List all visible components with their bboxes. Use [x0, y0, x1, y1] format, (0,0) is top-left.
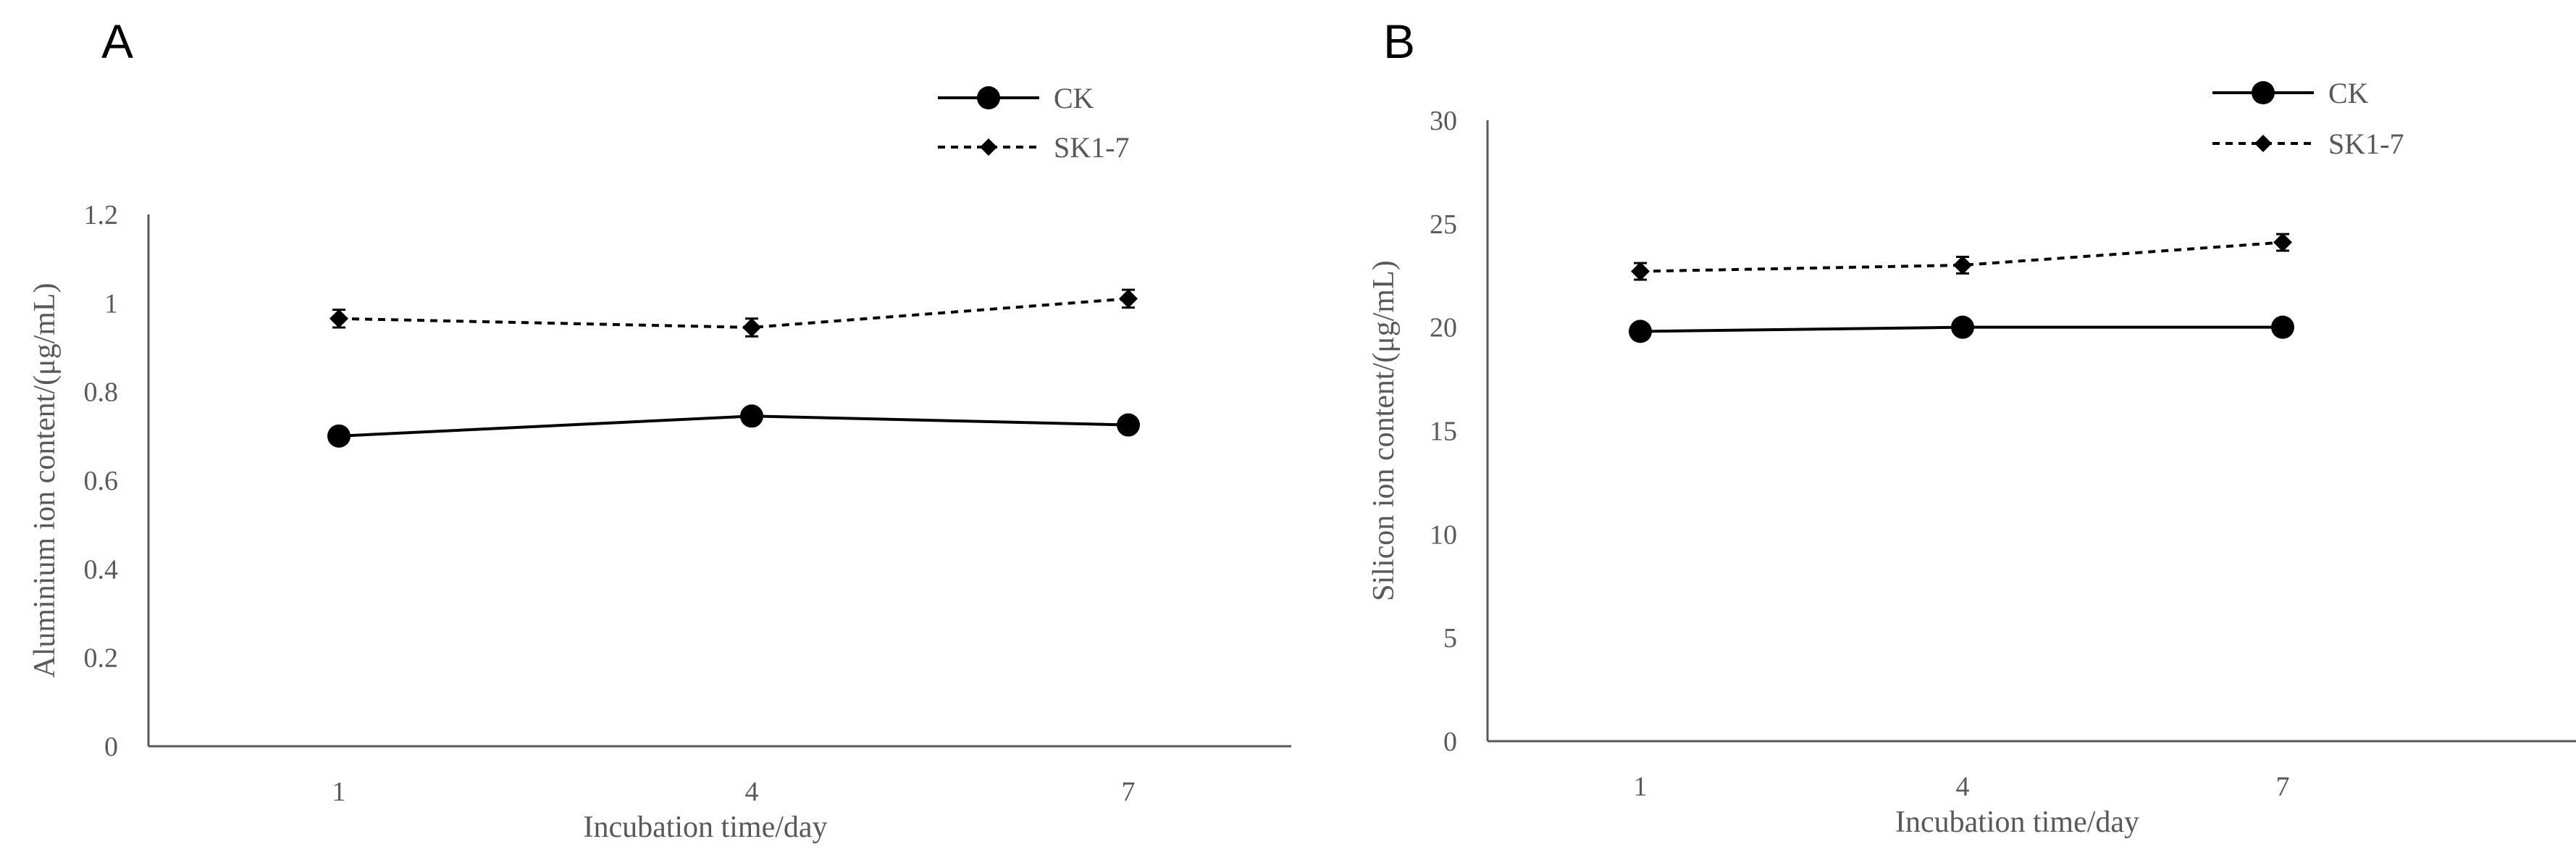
series-ck	[1629, 315, 2294, 343]
data-point	[2273, 233, 2292, 252]
y-tick-label: 0.4	[84, 554, 119, 585]
y-tick-label: 1.2	[84, 200, 119, 230]
data-point	[330, 309, 348, 328]
x-tick-label: 1	[1634, 772, 1648, 802]
data-point	[1631, 262, 1650, 281]
legend-entry-sk1-7: SK1-7	[938, 131, 1129, 164]
chart-panel-a: A 0 0.2 0.4 0.6 0.8 1 1.2 1 4 7 Incubation time/day…	[28, 14, 1291, 844]
x-tick-label: 7	[1122, 777, 1136, 807]
legend-label: CK	[1054, 82, 1094, 114]
y-axis-title: Silicon ion content/(μg/mL)	[1367, 260, 1401, 601]
y-tick-label: 25	[1430, 209, 1457, 240]
series-sk1-7	[1631, 233, 2292, 281]
y-tick-label: 0.6	[84, 466, 119, 496]
series-line	[338, 414, 1129, 438]
data-point	[2271, 315, 2294, 339]
y-tick-label: 30	[1430, 106, 1457, 136]
legend-marker	[2252, 81, 2275, 104]
y-tick-label: 15	[1430, 417, 1457, 447]
series-line	[1640, 241, 2283, 273]
data-point	[1119, 289, 1138, 309]
data-point	[1951, 315, 1974, 339]
legend-label: SK1-7	[2328, 128, 2404, 160]
x-tick-label: 1	[332, 777, 346, 807]
y-tick-label: 20	[1430, 313, 1457, 343]
panel-label: B	[1383, 14, 1415, 68]
legend-label: CK	[2328, 77, 2369, 109]
y-tick-label: 10	[1430, 519, 1457, 550]
y-tick-label: 1	[104, 288, 118, 319]
data-point	[327, 424, 351, 448]
legend-entry-ck: CK	[2212, 77, 2369, 109]
x-axis-title: Incubation time/day	[583, 811, 827, 844]
legend-label: SK1-7	[1054, 131, 1129, 164]
y-tick-label: 0.8	[84, 377, 119, 408]
chart-panel-b: B 0 5 10 15 20 25 30 1 4 7 Incubation time/day Silic…	[1367, 14, 2576, 839]
x-axis-title: Incubation time/day	[1895, 806, 2139, 839]
y-tick-label: 0.2	[84, 643, 119, 674]
series-line	[338, 297, 1129, 329]
y-tick-label: 0	[104, 732, 118, 762]
x-tick-label: 7	[2276, 772, 2290, 802]
y-tick-label: 5	[1443, 623, 1457, 654]
legend-marker	[977, 86, 1000, 109]
legend-entry-sk1-7: SK1-7	[2212, 128, 2404, 160]
x-tick-label: 4	[745, 777, 759, 807]
data-point	[1953, 255, 1972, 275]
data-point	[740, 404, 763, 428]
legend-marker	[2254, 135, 2272, 152]
data-point	[1117, 413, 1140, 437]
legend-entry-ck: CK	[938, 82, 1094, 114]
y-axis-title: Aluminium ion content/(μg/mL)	[28, 283, 62, 677]
y-tick-label: 0	[1443, 727, 1457, 757]
series-ck	[327, 404, 1140, 448]
panel-label: A	[101, 14, 133, 68]
x-tick-label: 4	[1956, 772, 1970, 802]
data-point	[1629, 320, 1652, 343]
data-point	[742, 317, 761, 337]
legend-marker	[980, 138, 997, 156]
series-sk1-7	[330, 288, 1138, 338]
